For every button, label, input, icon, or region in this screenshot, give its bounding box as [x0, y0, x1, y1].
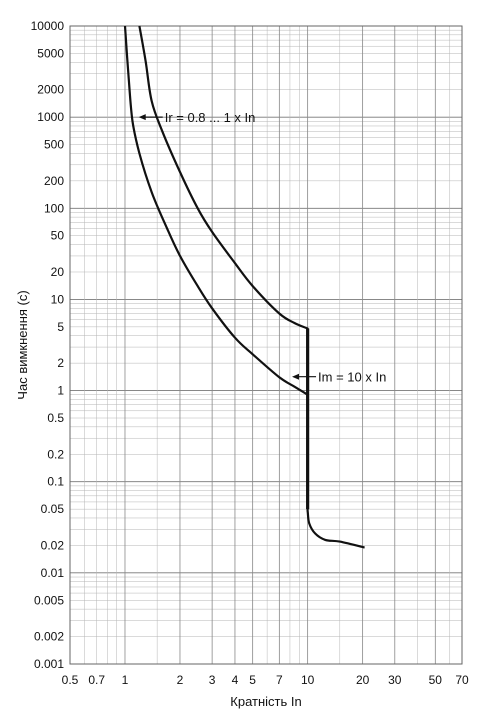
x-tick-label: 2	[177, 673, 184, 687]
lower-boundary-curve	[123, 25, 365, 549]
y-tick-label: 0.2	[47, 447, 64, 461]
y-tick-label: 0.1	[47, 475, 64, 489]
y-tick-label: 0.01	[41, 566, 65, 580]
y-tick-label: 0.005	[34, 593, 64, 607]
upper-boundary-curve	[138, 25, 309, 510]
plot-frame	[69, 25, 463, 665]
y-axis-title: Час вимкнення (с)	[15, 290, 30, 399]
y-tick-label: 50	[51, 229, 65, 243]
y-tick-label: 2	[57, 356, 64, 370]
x-tick-label: 5	[249, 673, 256, 687]
y-tick-label: 10	[51, 292, 65, 306]
y-tick-label: 5	[57, 320, 64, 334]
y-tick-label: 20	[51, 265, 65, 279]
x-tick-label: 3	[209, 673, 216, 687]
x-tick-label: 10	[301, 673, 315, 687]
annotation-label: Ir = 0.8 ... 1 x In	[165, 110, 256, 125]
annotations: Ir = 0.8 ... 1 x In Im = 10 x In	[138, 110, 386, 385]
y-tick-label: 500	[44, 138, 64, 152]
y-tick-label: 2000	[37, 83, 64, 97]
x-tick-label: 70	[455, 673, 469, 687]
x-tick-label: 0.5	[62, 673, 79, 687]
x-tick-label: 20	[356, 673, 370, 687]
y-tick-label: 0.002	[34, 630, 64, 644]
annotation-label: Im = 10 x In	[318, 370, 386, 385]
x-tick-label: 4	[232, 673, 239, 687]
y-tick-label: 0.001	[34, 657, 64, 671]
annotation-arrowhead	[292, 373, 300, 380]
y-tick-labels: 10000 5000 2000 1000 500 200 100 50 20 10 5 2 1 0.5 0.…	[31, 19, 65, 671]
x-tick-label: 7	[276, 673, 283, 687]
y-tick-label: 100	[44, 201, 64, 215]
y-tick-label: 0.02	[41, 538, 65, 552]
grid-lines	[69, 25, 463, 665]
annotation-arrowhead	[138, 114, 146, 121]
y-tick-label: 1000	[37, 110, 64, 124]
y-tick-label: 10000	[31, 19, 65, 33]
y-tick-label: 5000	[37, 46, 64, 60]
x-tick-label: 50	[429, 673, 443, 687]
x-tick-label: 1	[122, 673, 129, 687]
y-tick-label: 0.05	[41, 502, 65, 516]
x-tick-label: 0.7	[88, 673, 105, 687]
y-tick-label: 1	[57, 384, 64, 398]
x-tick-labels: 0.5 0.7 1 2 3 4 5 7 10 20 30 50 70	[62, 673, 469, 687]
curves	[123, 25, 365, 549]
x-tick-label: 30	[388, 673, 402, 687]
y-tick-label: 0.5	[47, 411, 64, 425]
y-tick-label: 200	[44, 174, 64, 188]
x-axis-title: Кратність In	[230, 694, 301, 709]
